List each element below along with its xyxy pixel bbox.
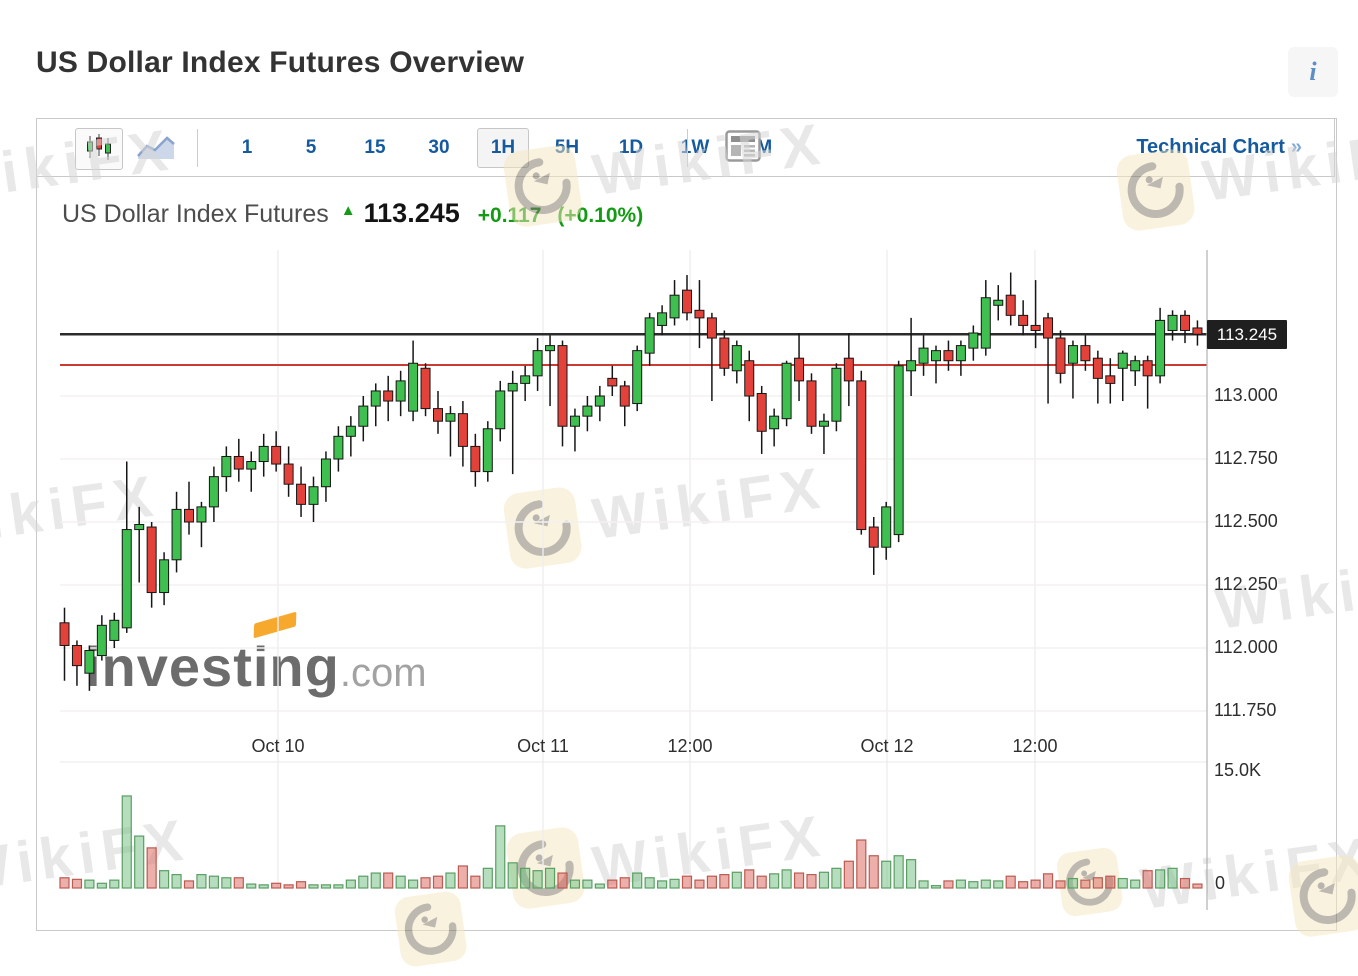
news-button[interactable] <box>719 128 767 168</box>
price-up-arrow-icon: ▲ <box>340 202 356 219</box>
double-chevron-right-icon: » <box>1290 136 1302 158</box>
y-axis-tick: 111.750 <box>1214 700 1277 720</box>
last-price: 113.245 <box>363 198 460 228</box>
volume-axis-max-label: 15.0K <box>1214 760 1262 780</box>
instrument-name: US Dollar Index Futures <box>62 200 329 228</box>
current-price-tag: 113.245 <box>1207 320 1287 349</box>
candlestick-chart-type-button[interactable] <box>75 128 123 170</box>
candlestick-icon <box>84 132 114 167</box>
timeframe-1[interactable]: 1 <box>241 137 253 158</box>
timeframe-1D[interactable]: 1D <box>618 137 644 158</box>
y-axis-tick: 112.500 <box>1214 511 1278 531</box>
toolbar-divider <box>197 129 198 167</box>
x-axis-tick: 12:00 <box>667 736 713 756</box>
investing-com-logo: investing.com <box>85 611 427 699</box>
volume-axis-zero-label: 0 <box>1215 873 1226 893</box>
page-title: US Dollar Index Futures Overview <box>36 46 525 79</box>
info-button[interactable]: i <box>1288 47 1338 97</box>
x-axis-tick: Oct 10 <box>251 736 305 756</box>
price-chart-canvas[interactable] <box>0 0 1358 934</box>
line-chart-icon <box>136 131 176 166</box>
toolbar-divider <box>687 129 688 167</box>
candlesticks <box>59 272 1203 691</box>
newspaper-icon <box>725 129 761 167</box>
logo-word: investing <box>85 635 340 698</box>
y-axis-tick: 112.750 <box>1214 448 1278 468</box>
timeframe-15[interactable]: 15 <box>364 137 386 158</box>
logo-tld: .com <box>339 651 427 695</box>
y-axis-tick: 112.000 <box>1214 637 1278 657</box>
timeframe-30[interactable]: 30 <box>428 137 450 158</box>
x-axis-tick: 12:00 <box>1012 736 1058 756</box>
x-axis-tick: Oct 11 <box>517 736 569 756</box>
y-axis-tick: 112.250 <box>1214 574 1278 594</box>
volume-bars <box>59 795 1203 889</box>
y-axis-tick: 113.000 <box>1214 385 1278 405</box>
x-axis-tick: Oct 12 <box>860 736 914 756</box>
timeframe-5[interactable]: 5 <box>305 137 317 158</box>
line-chart-type-button[interactable] <box>133 128 179 168</box>
